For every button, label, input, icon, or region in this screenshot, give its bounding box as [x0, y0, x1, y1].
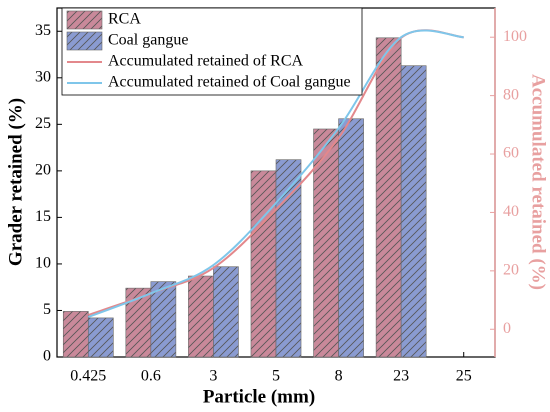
y2-tick-label: 40 [503, 203, 519, 220]
x-tick-label: 5 [272, 368, 280, 385]
bar [188, 275, 214, 358]
bar [400, 65, 427, 358]
x-tick-label: 23 [393, 368, 409, 385]
bar [87, 317, 114, 358]
x-tick-label: 8 [335, 368, 343, 385]
legend-label: RCA [108, 11, 141, 28]
bar [150, 281, 177, 358]
y2-tick-label: 100 [503, 28, 527, 45]
x-tick-label: 0.425 [70, 368, 106, 385]
x-axis-title: Particle (mm) [203, 386, 315, 407]
bar [313, 128, 339, 358]
legend-label: Accumulated retained of RCA [108, 53, 303, 70]
y-tick-label: 20 [35, 162, 51, 179]
y-tick-label: 15 [35, 208, 51, 225]
y2-tick-label: 0 [503, 320, 511, 337]
y2-axis-title: Accumulated retained (%) [528, 74, 549, 290]
line [87, 29, 464, 318]
legend-swatch [66, 31, 103, 51]
x-tick-label: 3 [209, 368, 217, 385]
legend-swatch [66, 10, 103, 30]
y-tick-label: 0 [43, 348, 51, 365]
bar [375, 37, 402, 358]
y-tick-label: 30 [35, 68, 51, 85]
x-tick-label: 0.6 [141, 368, 161, 385]
legend-box [61, 7, 363, 96]
bar [275, 159, 302, 358]
y2-tick-label: 60 [503, 145, 519, 162]
bar [62, 311, 89, 358]
legend-label: Coal gangue [108, 32, 188, 49]
bar [213, 266, 239, 358]
y2-tick-label: 20 [503, 262, 519, 279]
bar [250, 170, 277, 358]
legend-label: Accumulated retained of Coal gangue [108, 74, 351, 91]
bar [338, 118, 364, 358]
y-tick-label: 5 [43, 301, 51, 318]
bar [125, 287, 152, 358]
y-axis-title: Grader retained (%) [5, 98, 26, 266]
y-tick-label: 25 [35, 115, 51, 132]
y2-tick-label: 80 [503, 86, 519, 103]
x-tick-label: 25 [456, 368, 472, 385]
y-tick-label: 35 [35, 22, 51, 39]
y-tick-label: 10 [35, 255, 51, 272]
